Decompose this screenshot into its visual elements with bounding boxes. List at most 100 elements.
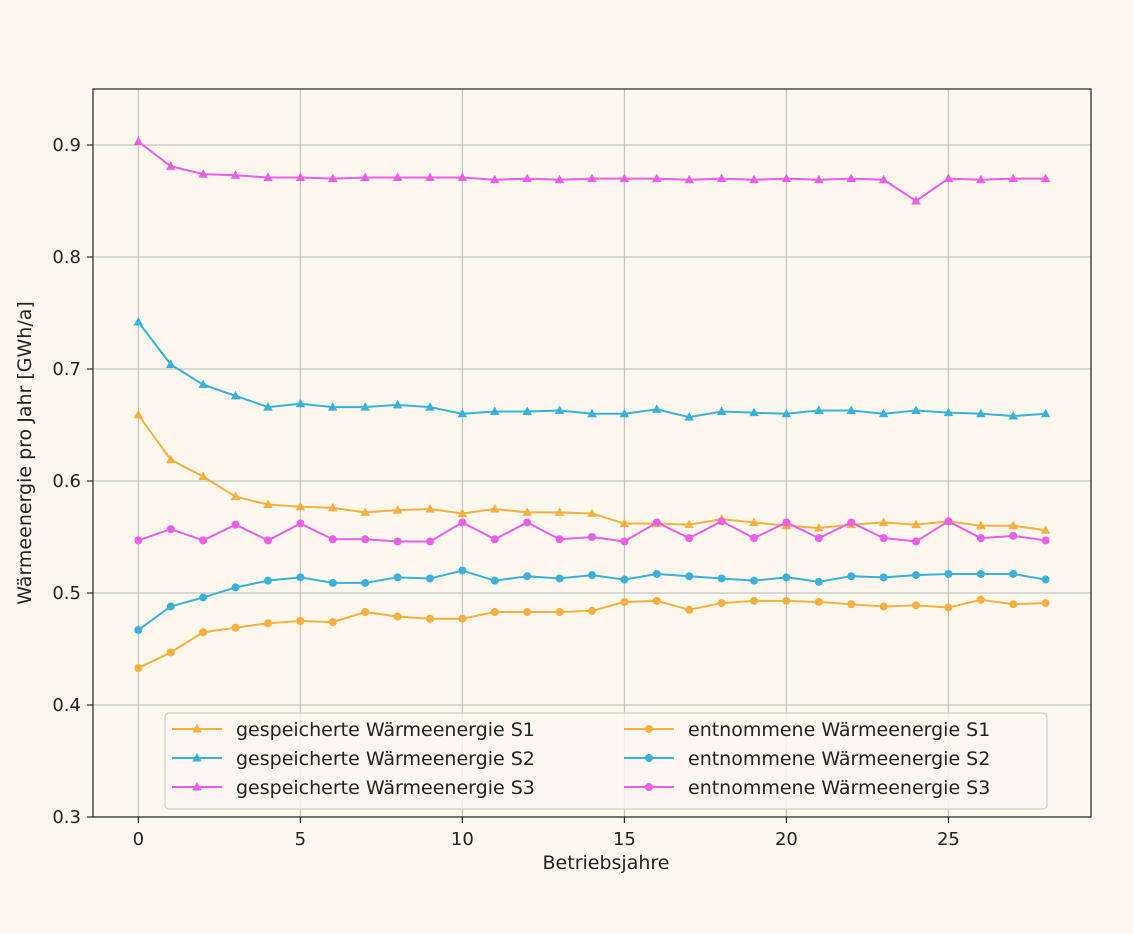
data-point [846,173,856,183]
plot-area [93,89,1091,817]
data-point [684,174,694,184]
data-point [717,574,726,583]
legend-label: entnommene Wärmeenergie S3 [688,777,990,799]
data-point [912,571,921,580]
data-point [361,535,370,544]
data-point [879,602,888,611]
data-point [684,412,694,421]
data-point [1008,520,1018,530]
data-point [523,608,532,617]
series-1 [133,409,1051,534]
legend-marker [645,725,653,733]
data-point [230,170,241,179]
data-point [685,605,694,614]
data-point [716,173,727,183]
legend: gespeicherte Wärmeenergie S1 gespeicherte… [164,712,1048,810]
data-point [847,600,856,609]
data-point [1041,575,1050,584]
data-point [619,518,630,528]
legend-marker [645,754,653,762]
data-point [199,536,208,545]
y-tick-label: 0.6 [52,471,81,492]
data-point [976,520,986,530]
data-point [878,517,889,526]
data-point [393,612,402,621]
legend-label: entnommene Wärmeenergie S1 [688,719,990,741]
data-point [425,614,434,623]
data-point [652,173,662,183]
data-point [652,569,661,578]
data-point [588,533,596,541]
legend-label: entnommene Wärmeenergie S2 [688,748,990,770]
data-point [361,608,370,617]
grid [93,89,1091,818]
legend-item: gespeicherte Wärmeenergie S2 [172,748,535,770]
data-point [846,405,856,414]
data-point [134,536,143,545]
data-point [814,405,824,414]
data-point [425,537,434,546]
data-point [425,574,434,583]
legend-item: gespeicherte Wärmeenergie S1 [172,719,535,741]
data-point [457,508,468,517]
data-point [685,572,694,581]
data-point [392,399,403,409]
y-tick-label: 0.4 [52,695,81,716]
data-point [458,614,467,623]
data-point [134,625,143,634]
series-layer [133,136,1051,673]
x-tick-label: 5 [295,829,306,850]
data-point [1041,599,1050,608]
data-point [490,504,500,513]
data-point [911,519,921,529]
data-point [392,172,403,181]
x-tick-label: 15 [613,829,636,850]
data-point [393,573,402,582]
data-point [750,534,759,543]
data-point [944,569,953,578]
data-point [749,174,759,184]
data-point [523,518,532,527]
data-point [814,523,824,532]
legend-label: gespeicherte Wärmeenergie S3 [236,777,535,799]
data-point [1040,173,1051,183]
data-point [1040,408,1051,418]
data-point [230,491,241,501]
data-point [134,664,143,673]
data-point [782,518,791,527]
y-tick-label: 0.5 [52,583,81,604]
data-point [490,406,500,416]
data-point [1040,525,1051,534]
data-point [166,359,176,369]
data-point [878,408,889,418]
data-point [522,406,532,416]
data-point [750,596,759,605]
data-point [328,535,337,544]
series-4 [134,595,1050,673]
data-point [1009,600,1018,609]
data-point [684,519,694,529]
data-point [458,518,467,527]
data-point [328,402,338,411]
data-point [555,608,564,617]
y-tick-label: 0.9 [52,135,81,156]
data-point [166,602,175,611]
data-point [263,619,272,628]
y-tick-label: 0.8 [52,247,81,268]
data-point [328,502,338,512]
data-point [490,174,500,184]
data-point [554,507,565,516]
data-point [912,601,921,610]
data-point [652,596,661,605]
legend-item: entnommene Wärmeenergie S2 [624,748,990,770]
series-5 [134,566,1050,634]
data-point [360,402,370,411]
data-point [360,172,370,181]
data-point [652,404,662,413]
ticks: 0 5 10 15 20 25 0.3 0.4 0.5 0.6 0.7 0.8 0.9 [52,135,960,850]
data-point [555,535,564,544]
data-point [133,136,144,146]
data-point [328,578,337,587]
data-point [425,504,435,513]
